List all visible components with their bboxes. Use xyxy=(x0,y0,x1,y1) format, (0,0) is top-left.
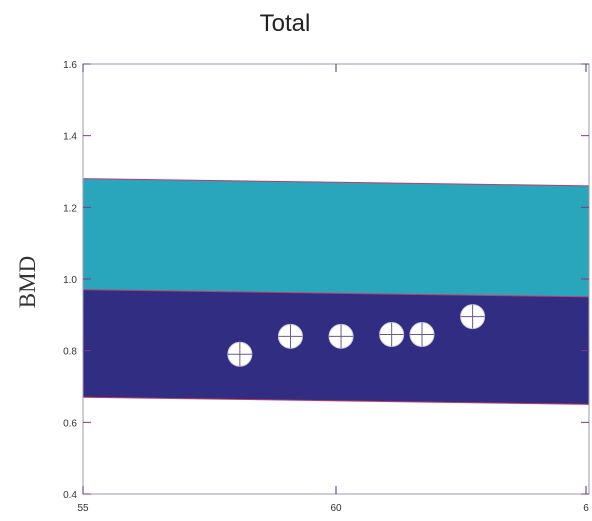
data-point xyxy=(328,323,354,349)
data-point xyxy=(409,322,435,348)
x-axis-ticks: 55 60 6 xyxy=(77,64,589,514)
data-point xyxy=(227,341,253,367)
data-point xyxy=(277,323,303,349)
y-tick-label: 1.6 xyxy=(63,60,77,71)
y-tick-label: 0.8 xyxy=(63,347,77,358)
band-edge-lower xyxy=(82,289,590,298)
y-tick-label: 1.4 xyxy=(63,132,77,143)
x-tick-label: 60 xyxy=(330,503,342,514)
y-tick-label: 1.0 xyxy=(63,275,77,286)
band-edge-bottom xyxy=(82,396,590,405)
chart-title: Total xyxy=(259,10,311,37)
band-upper xyxy=(83,178,589,297)
data-point xyxy=(460,304,486,330)
y-tick-label: 0.6 xyxy=(63,418,77,429)
band-edge-upper xyxy=(82,178,590,187)
data-point xyxy=(379,322,405,348)
y-tick-label: 1.2 xyxy=(63,203,77,214)
y-axis-ticks: 0.4 0.6 0.8 1.0 1.2 1.4 1.6 xyxy=(63,60,589,501)
x-tick-label: 55 xyxy=(77,503,89,514)
reference-bands xyxy=(82,178,590,405)
y-tick-label: 0.4 xyxy=(63,490,77,501)
x-tick-label: 6 xyxy=(583,503,589,514)
data-points xyxy=(227,304,486,367)
